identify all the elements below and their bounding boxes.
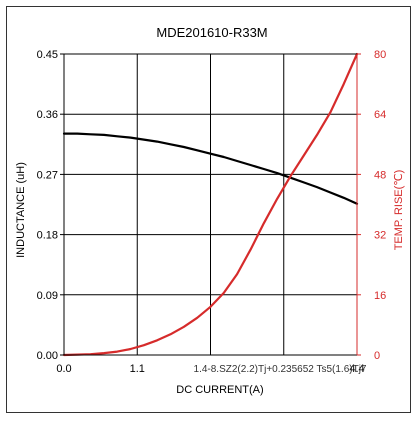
series-layer [62,52,359,357]
y-right-tick-label: 16 [374,290,386,302]
x-tick-label: 0.0 [56,363,71,375]
x-tick-labels: 0.0 1.1 4.4 [56,363,364,375]
y-right-tick-label: 64 [374,109,386,121]
chart-frame [6,6,411,413]
y-left-tick-label: 0.18 [37,230,58,242]
x-tick-label: 4.4 [349,363,364,375]
y-right-tick-label: 80 [374,49,386,61]
axes [63,53,358,356]
y-axis-label-left: INDUCTANCE (uH) [15,162,27,258]
inductance-line [62,132,359,205]
x-axis-label: DC CURRENT(A) [176,384,263,396]
overlap-label: 1.4-8.SZ2(2.2)Tj+0.235652 Ts5(1.6)Tj7 [194,364,367,375]
y-left-tick-label: 0.27 [37,169,58,181]
y-left-tick-label: 0.36 [37,109,58,121]
y-right-tick-label: 32 [374,230,386,242]
y-axis-label-right: TEMP. RISE(℃) [393,170,405,251]
left-tick-labels: 0.00 0.09 0.18 0.27 0.36 0.45 [37,49,64,362]
x-tick-label: 1.1 [130,363,145,375]
grid-lines [64,54,357,355]
y-left-tick-label: 0.45 [37,49,58,61]
y-left-tick-label: 0.00 [37,350,58,362]
y-left-tick-label: 0.09 [37,290,58,302]
y-right-tick-label: 48 [374,169,386,181]
temperature-rise-line [62,52,359,357]
right-tick-labels: 0 16 32 48 64 80 [357,49,386,362]
y-right-tick-label: 0 [374,350,380,362]
chart-title: MDE201610-R33M [156,25,267,40]
